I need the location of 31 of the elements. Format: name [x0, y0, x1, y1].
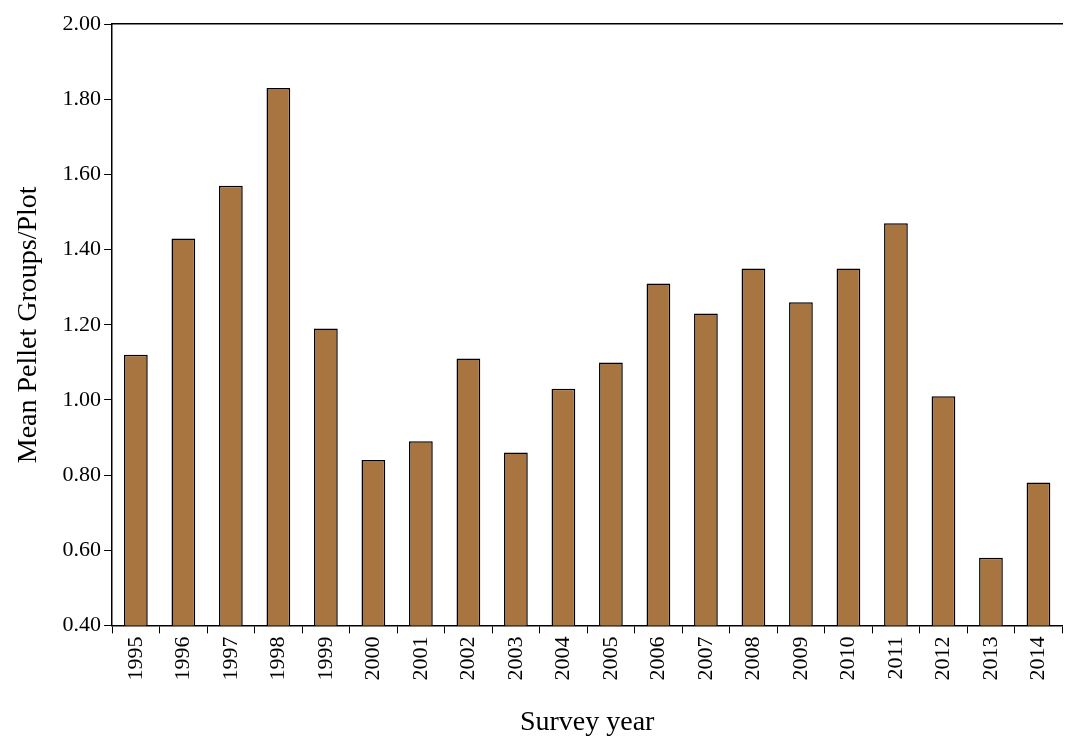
x-tick-label: 1995: [121, 636, 147, 681]
x-tick-label: 1996: [169, 636, 195, 681]
x-tick-label: 2012: [929, 636, 955, 681]
y-tick-label: 0.60: [62, 536, 102, 562]
y-tick-label: 0.40: [62, 611, 102, 637]
y-tick-label: 1.20: [62, 310, 102, 336]
x-tick-label: 2009: [786, 636, 812, 681]
x-tick-label: 1999: [311, 636, 337, 681]
x-tick-label: 2005: [596, 636, 622, 681]
x-tick-label: 2006: [644, 636, 670, 681]
y-tick-label: 2.00: [62, 9, 102, 35]
x-tick-label: 2003: [501, 636, 527, 681]
y-tick-label: 1.60: [62, 160, 102, 186]
x-tick-label: 2001: [406, 636, 432, 681]
x-tick-label: 2014: [1024, 636, 1050, 681]
x-axis-title: Survey year: [519, 704, 656, 736]
y-tick-label: 1.00: [62, 385, 102, 411]
y-tick-label: 1.40: [62, 235, 102, 261]
x-tick-label: 2008: [739, 636, 765, 681]
x-tick-label: 2013: [976, 636, 1002, 681]
x-tick-label: 1997: [216, 636, 242, 681]
x-tick-label: 2002: [454, 636, 480, 681]
x-tick-label: 1998: [264, 636, 290, 681]
x-tick-label: 2004: [549, 636, 575, 681]
x-tick-label: 2011: [881, 636, 907, 680]
y-tick-label: 1.80: [62, 85, 102, 111]
x-tick-label: 2000: [359, 636, 385, 681]
y-tick-label: 0.80: [62, 460, 102, 486]
x-tick-label: 2007: [691, 636, 717, 681]
y-axis-title: Mean Pellet Groups/Plot: [11, 186, 43, 464]
x-tick-label: 2010: [834, 636, 860, 681]
